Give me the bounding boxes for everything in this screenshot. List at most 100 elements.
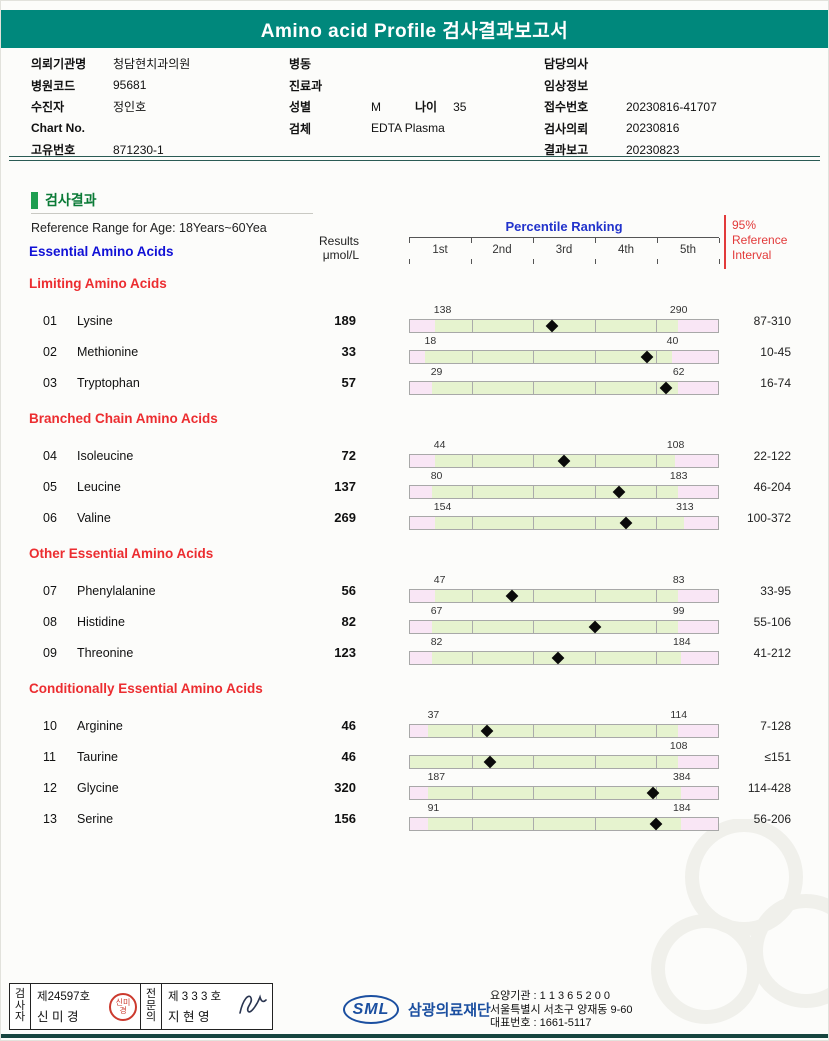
signer-name: 신 미 경 — [37, 1010, 79, 1024]
bar-tick — [656, 382, 658, 394]
bottom-border — [1, 1034, 828, 1038]
field-label: 의뢰기관명 — [31, 57, 87, 72]
result-value: 156 — [334, 811, 356, 826]
bar-track — [409, 817, 719, 831]
range-low-label: 154 — [433, 501, 452, 513]
result-value: 72 — [341, 448, 356, 463]
amino-acid-name: Histidine — [77, 615, 125, 629]
results-label: Results — [318, 234, 359, 248]
range-low-label: 47 — [433, 574, 446, 586]
bar-track — [409, 786, 719, 800]
range-high-label: 99 — [672, 605, 685, 617]
field-label: 병원코드 — [31, 78, 76, 93]
amino-acid-group-title: Other Essential Amino Acids — [29, 546, 214, 561]
range-low-label: 91 — [427, 802, 440, 814]
bar-tick — [656, 351, 658, 363]
amino-acid-row: 01 Lysine 189 138 290 87-310 — [1, 302, 828, 333]
patient-info-row: 접수번호 20230816-41707 — [544, 96, 816, 118]
bar-tick — [656, 590, 658, 602]
bar-tick — [594, 756, 596, 768]
field-value: 20230823 — [626, 142, 680, 157]
patient-info-row: 병원코드 95681 — [31, 75, 283, 97]
scale-tick — [533, 259, 534, 264]
field-value: 871230-1 — [113, 142, 164, 157]
bar-tick — [533, 787, 535, 799]
ref95-line-2: Reference — [732, 233, 788, 247]
bar-track — [409, 350, 719, 364]
reference-zone — [431, 382, 678, 394]
percentile-bar: 91 184 — [409, 800, 719, 831]
amino-acid-row: 10 Arginine 46 37 114 7-128 — [1, 707, 828, 738]
bar-tick — [533, 621, 535, 633]
reference-interval: 7-128 — [760, 719, 791, 733]
org-info-line: 대표번호 : 1661-5117 — [490, 1017, 592, 1029]
percentile-bar: 82 184 — [409, 634, 719, 665]
range-high-label: 384 — [673, 771, 691, 783]
bar-tick — [471, 455, 473, 467]
reference-interval: 100-372 — [746, 511, 791, 525]
results-section-header: 검사결과 — [31, 190, 97, 210]
percentile-bar: 37 114 — [409, 707, 719, 738]
bar-tick — [533, 351, 535, 363]
results-unit: μmol/L — [322, 248, 359, 262]
patient-info-column-3: 담당의사 임상정보 접수번호 20230816-41707 검사의뢰 20230816 결과… — [544, 53, 816, 161]
row-number: 09 — [43, 646, 57, 660]
range-low-label: 138 — [433, 304, 452, 316]
bar-track — [409, 319, 719, 333]
bar-tick — [471, 756, 473, 768]
reference-interval: 16-74 — [760, 376, 791, 390]
bar-tick — [594, 652, 596, 664]
result-value: 320 — [334, 780, 356, 795]
amino-acid-name: Valine — [77, 511, 111, 525]
bar-tick — [533, 382, 535, 394]
range-high-label: 313 — [676, 501, 694, 513]
percentile-bar: 108 — [409, 738, 719, 769]
field-value: 95681 — [113, 78, 147, 93]
percentile-bar: 67 99 — [409, 603, 719, 634]
range-high-label: 83 — [672, 574, 685, 586]
org-info-line: 서울특별시 서초구 양재동 9-60 — [490, 1003, 633, 1016]
row-number: 04 — [43, 449, 57, 463]
percentile-bar: 187 384 — [409, 769, 719, 800]
reference-interval: 22-122 — [753, 449, 791, 463]
bar-tick — [533, 517, 535, 529]
scale-tick — [533, 238, 534, 243]
bar-tick — [471, 818, 473, 830]
bar-tick — [471, 787, 473, 799]
amino-acid-row: 03 Tryptophan 57 29 62 16-74 — [1, 364, 828, 395]
bar-tick — [471, 351, 473, 363]
scale-segment-label: 4th — [618, 244, 634, 256]
result-value: 46 — [341, 718, 356, 733]
field-label: 고유번호 — [31, 143, 76, 158]
patient-info-row: 결과보고 20230823 — [544, 139, 816, 161]
signer-cert-no: 제24597호 — [37, 991, 91, 1003]
bar-tick — [471, 621, 473, 633]
scale-segment-label: 5th — [680, 244, 696, 256]
bar-tick — [471, 517, 473, 529]
range-high-label: 184 — [673, 636, 691, 648]
bar-tick — [471, 320, 473, 332]
bar-tick — [533, 725, 535, 737]
bar-tick — [471, 652, 473, 664]
bar-tick — [594, 351, 596, 363]
row-number: 05 — [43, 480, 57, 494]
amino-acid-name: Serine — [77, 812, 114, 826]
amino-acid-name: Methionine — [77, 345, 139, 359]
patient-info-section: 의뢰기관명 청담현치과의원 병원코드 95681 수진자 정인호 Chart No. 고유번호… — [1, 53, 828, 157]
range-low-label: 44 — [433, 439, 446, 451]
field-value: M — [371, 99, 381, 114]
section-marker-bar — [31, 191, 38, 209]
bar-tick — [594, 486, 596, 498]
reference-zone — [434, 455, 675, 467]
field-value: 35 — [453, 99, 467, 114]
patient-info-row: 고유번호 871230-1 — [31, 139, 283, 161]
range-high-label: 183 — [669, 470, 688, 482]
field-label: 나이 — [415, 100, 438, 115]
name-stamp-icon: 신미경 — [109, 993, 137, 1021]
bar-track — [409, 651, 719, 665]
bar-track — [409, 516, 719, 530]
organization-block: SML 삼광의료재단 — [343, 995, 491, 1024]
percentile-scale: 1st 2nd 3rd 4th 5th — [409, 237, 720, 264]
patient-info-column-2: 병동 진료과 성별 M 나이 35 검체 EDTA Plasma — [289, 53, 539, 139]
bar-tick — [594, 725, 596, 737]
